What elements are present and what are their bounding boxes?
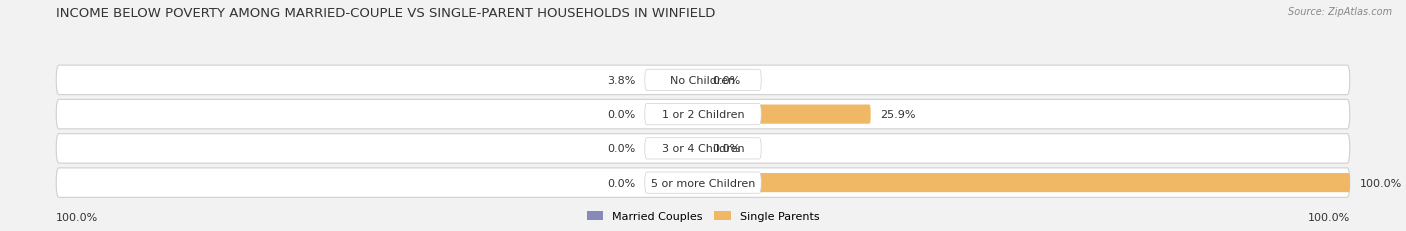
FancyBboxPatch shape (56, 66, 1350, 95)
Text: 100.0%: 100.0% (1308, 212, 1350, 222)
FancyBboxPatch shape (678, 71, 703, 90)
FancyBboxPatch shape (56, 168, 1350, 198)
FancyBboxPatch shape (56, 134, 1350, 163)
Text: 100.0%: 100.0% (56, 212, 98, 222)
Text: 0.0%: 0.0% (713, 76, 741, 85)
FancyBboxPatch shape (645, 70, 761, 91)
Text: 1 or 2 Children: 1 or 2 Children (662, 110, 744, 120)
FancyBboxPatch shape (645, 104, 761, 125)
Text: INCOME BELOW POVERTY AMONG MARRIED-COUPLE VS SINGLE-PARENT HOUSEHOLDS IN WINFIEL: INCOME BELOW POVERTY AMONG MARRIED-COUPL… (56, 7, 716, 20)
Legend: Married Couples, Single Parents: Married Couples, Single Parents (582, 206, 824, 225)
Text: 0.0%: 0.0% (607, 178, 636, 188)
Text: No Children: No Children (671, 76, 735, 85)
Text: Source: ZipAtlas.com: Source: ZipAtlas.com (1288, 7, 1392, 17)
Text: 100.0%: 100.0% (1360, 178, 1402, 188)
Text: 0.0%: 0.0% (713, 144, 741, 154)
FancyBboxPatch shape (703, 173, 1350, 192)
Text: 0.0%: 0.0% (607, 144, 636, 154)
Text: 3 or 4 Children: 3 or 4 Children (662, 144, 744, 154)
FancyBboxPatch shape (56, 100, 1350, 129)
FancyBboxPatch shape (645, 172, 761, 193)
FancyBboxPatch shape (703, 105, 870, 124)
Text: 0.0%: 0.0% (607, 110, 636, 120)
Text: 5 or more Children: 5 or more Children (651, 178, 755, 188)
Text: 25.9%: 25.9% (880, 110, 915, 120)
FancyBboxPatch shape (645, 138, 761, 159)
Text: 3.8%: 3.8% (607, 76, 636, 85)
